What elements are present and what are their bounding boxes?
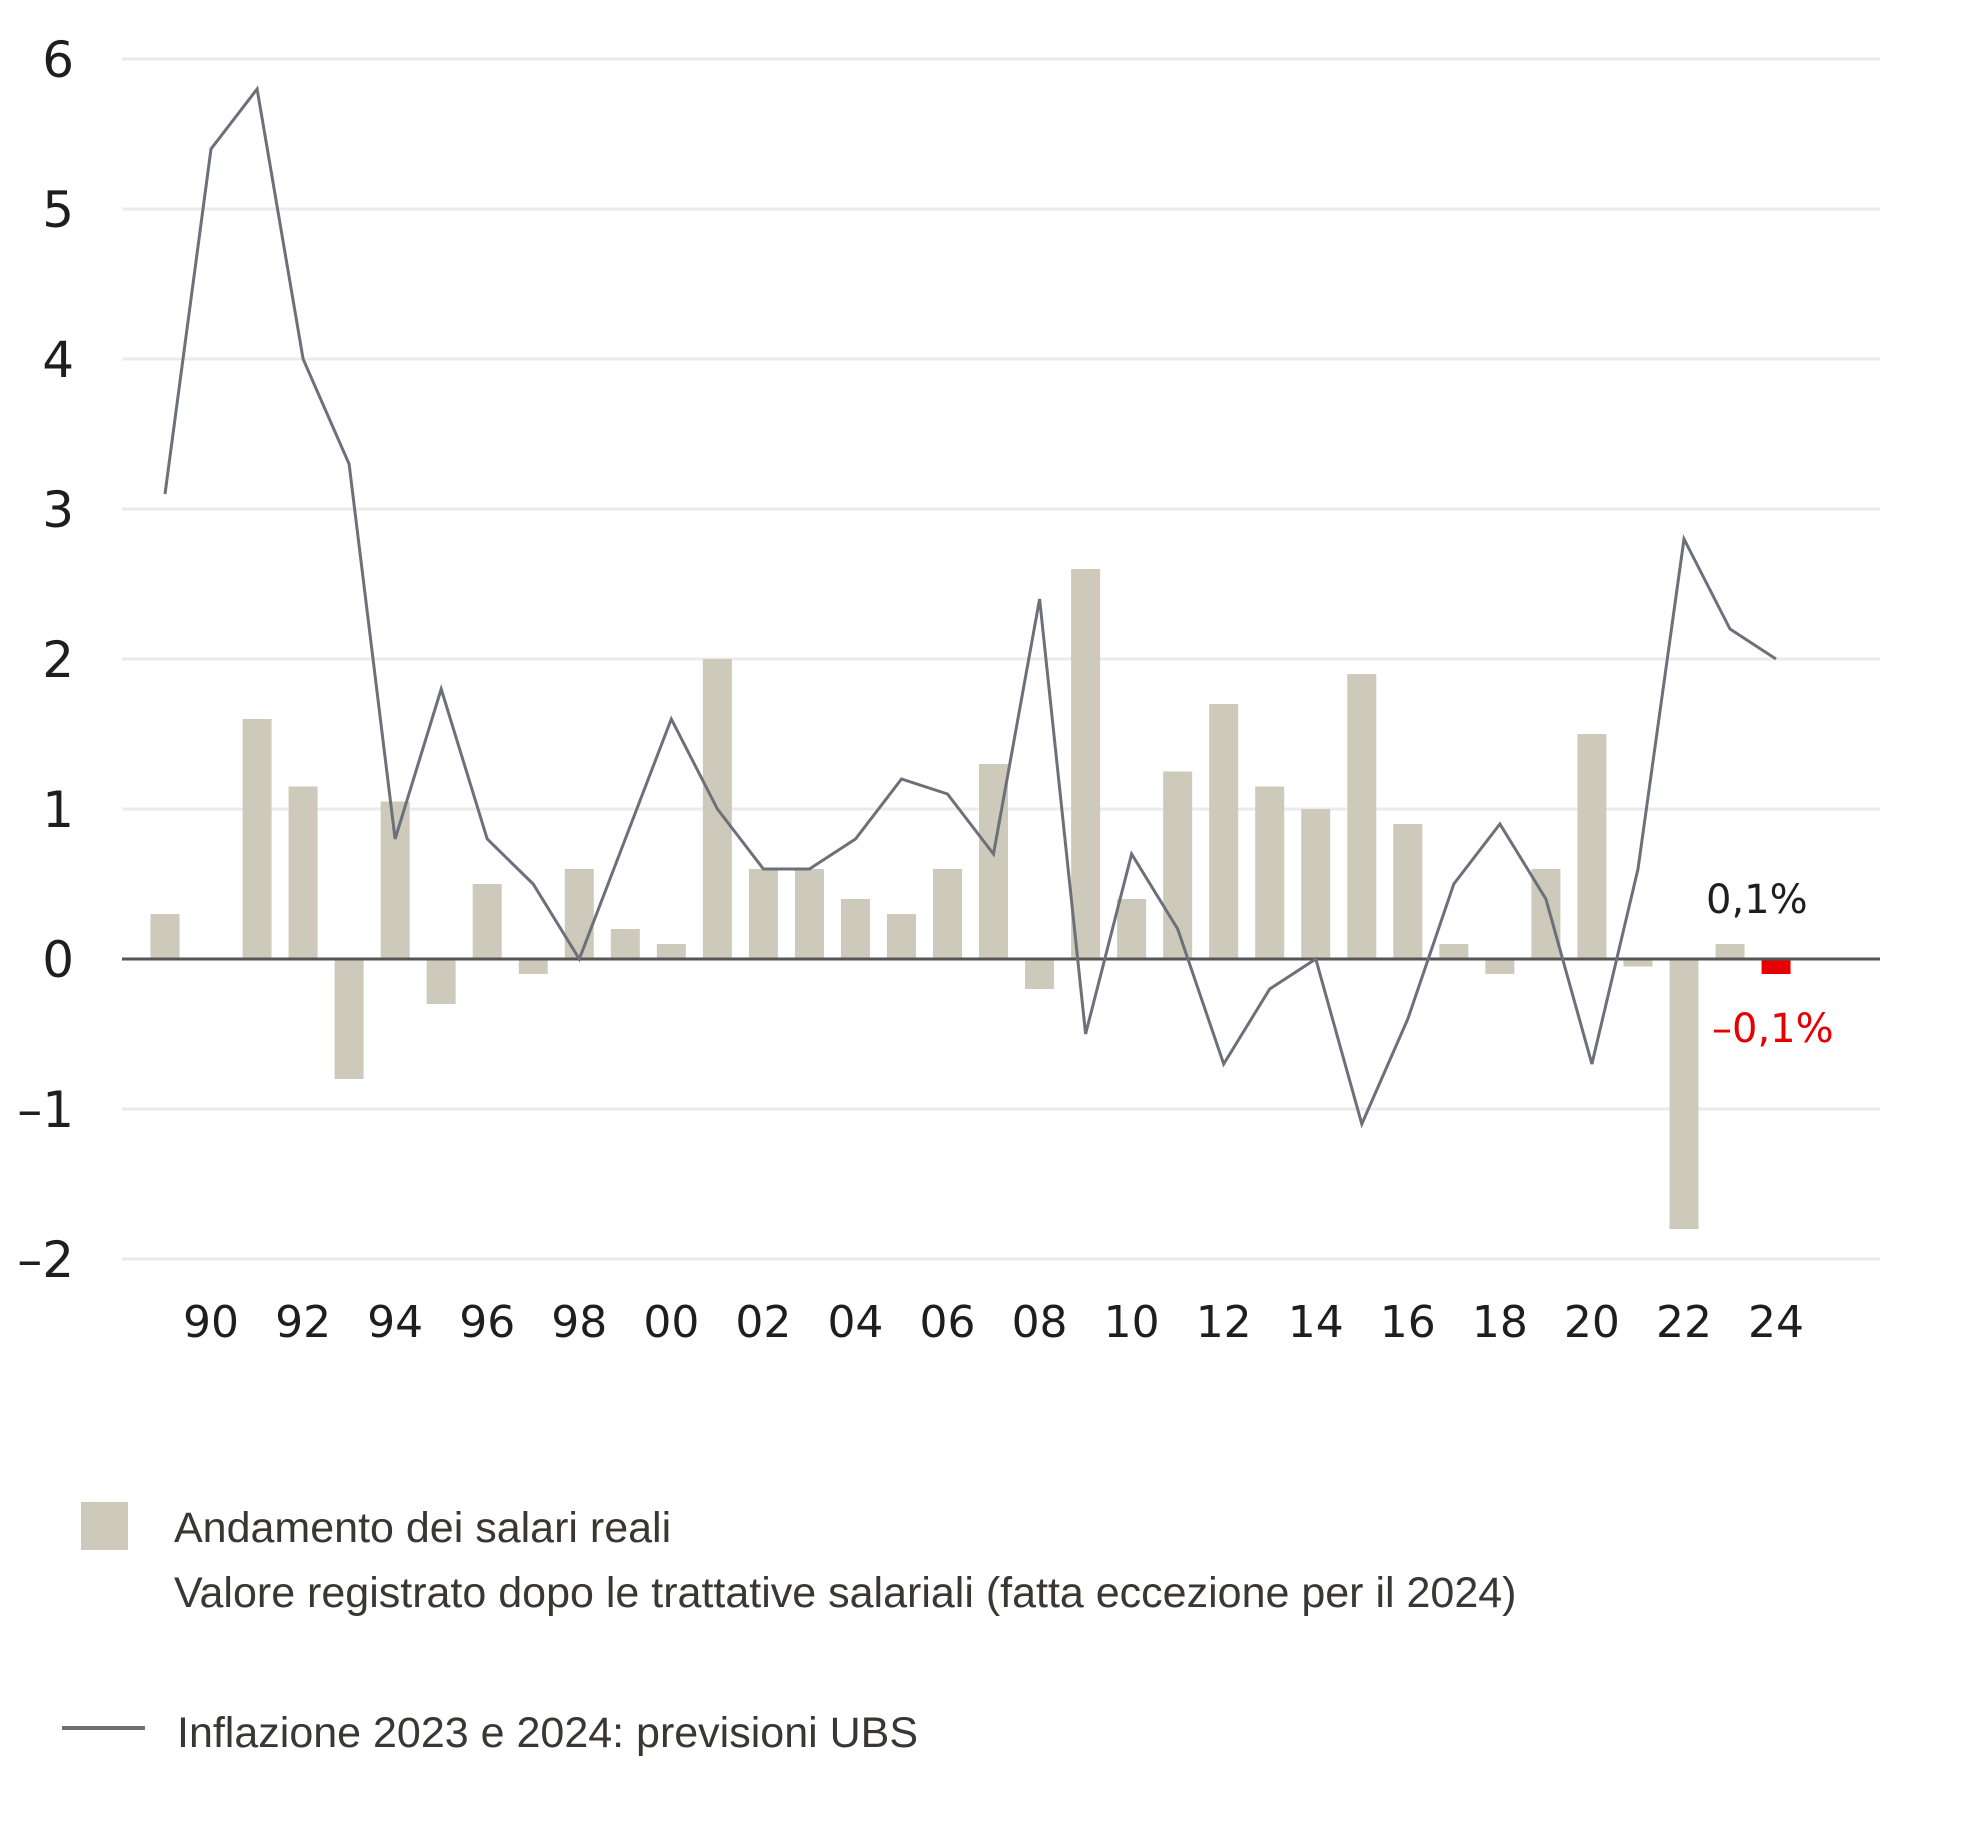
bar-2022	[1669, 959, 1699, 1229]
y-tick-label: 1	[42, 781, 74, 839]
bar-1991	[242, 719, 272, 959]
bar-2009	[1071, 569, 1101, 959]
x-tick-label: 18	[1472, 1297, 1528, 1348]
x-tick-label: 20	[1564, 1297, 1620, 1348]
legend-bar-label: Andamento dei salari reali	[174, 1504, 671, 1552]
y-tick-label: –1	[17, 1081, 74, 1139]
x-tick-label: 08	[1012, 1297, 1068, 1348]
x-tick-label: 16	[1380, 1297, 1436, 1348]
x-axis-ticks: 90 92 94 96 98 00 02 04 06 08 10 12 14 16 18 20 22 24	[183, 1297, 1804, 1348]
bar-2008	[1025, 959, 1055, 989]
bar-2024	[1761, 959, 1791, 974]
bar-1996	[472, 884, 502, 959]
x-tick-label: 98	[551, 1297, 607, 1348]
annotation-2023-value: 0,1%	[1706, 877, 1808, 923]
bar-2018	[1485, 959, 1515, 974]
bar-2000	[656, 944, 686, 959]
y-tick-label: 6	[42, 31, 74, 89]
bar-2006	[933, 869, 963, 959]
legend-bar-swatch-icon	[81, 1502, 128, 1550]
x-tick-label: 22	[1656, 1297, 1712, 1348]
x-tick-label: 02	[735, 1297, 791, 1348]
x-tick-label: 00	[643, 1297, 699, 1348]
bar-2014	[1301, 809, 1331, 959]
inflation-line	[163, 85, 1777, 1129]
x-tick-label: 92	[275, 1297, 331, 1348]
legend-bar-sublabel: Valore registrato dopo le trattative sal…	[174, 1569, 1516, 1617]
gridlines	[122, 57, 1880, 1261]
bar-2012	[1209, 704, 1239, 959]
annotation-2024-value: –0,1%	[1712, 1006, 1834, 1052]
bar-2002	[748, 869, 778, 959]
bar-2020	[1577, 734, 1607, 959]
x-tick-label: 94	[367, 1297, 423, 1348]
y-tick-label: 4	[42, 331, 74, 389]
bars-real-wages	[150, 569, 1791, 1229]
bar-1992	[288, 786, 318, 959]
x-tick-label: 14	[1288, 1297, 1344, 1348]
bar-2023	[1715, 944, 1745, 959]
bar-2004	[840, 899, 870, 959]
bar-1993	[334, 959, 364, 1079]
x-tick-label: 24	[1748, 1297, 1804, 1348]
y-axis-ticks: 6 5 4 3 2 1 0 –1 –2	[17, 31, 74, 1289]
bar-1995	[426, 959, 456, 1004]
y-tick-label: 3	[42, 481, 74, 539]
bar-1998	[564, 869, 594, 959]
bar-2013	[1255, 786, 1285, 959]
bar-2021	[1623, 959, 1653, 967]
legend-line-label: Inflazione 2023 e 2024: previsioni UBS	[177, 1709, 918, 1757]
bar-2005	[886, 914, 916, 959]
x-tick-label: 04	[827, 1297, 883, 1348]
bar-2016	[1393, 824, 1423, 959]
bar-1999	[610, 929, 640, 959]
y-tick-label: 5	[42, 181, 74, 239]
bar-2015	[1347, 674, 1377, 959]
x-tick-label: 12	[1196, 1297, 1252, 1348]
legend: Andamento dei salari reali Valore regist…	[62, 1502, 1516, 1757]
y-tick-label: –2	[17, 1231, 74, 1289]
bar-2017	[1439, 944, 1469, 959]
bar-2003	[794, 869, 824, 959]
y-tick-label: 0	[42, 931, 74, 989]
bar-1997	[518, 959, 548, 974]
bar-1994	[380, 801, 410, 959]
bar-1989	[150, 914, 180, 959]
x-tick-label: 10	[1104, 1297, 1160, 1348]
bar-2010	[1117, 899, 1147, 959]
x-tick-label: 06	[920, 1297, 976, 1348]
x-tick-label: 96	[459, 1297, 515, 1348]
x-tick-label: 90	[183, 1297, 239, 1348]
y-tick-label: 2	[42, 631, 74, 689]
